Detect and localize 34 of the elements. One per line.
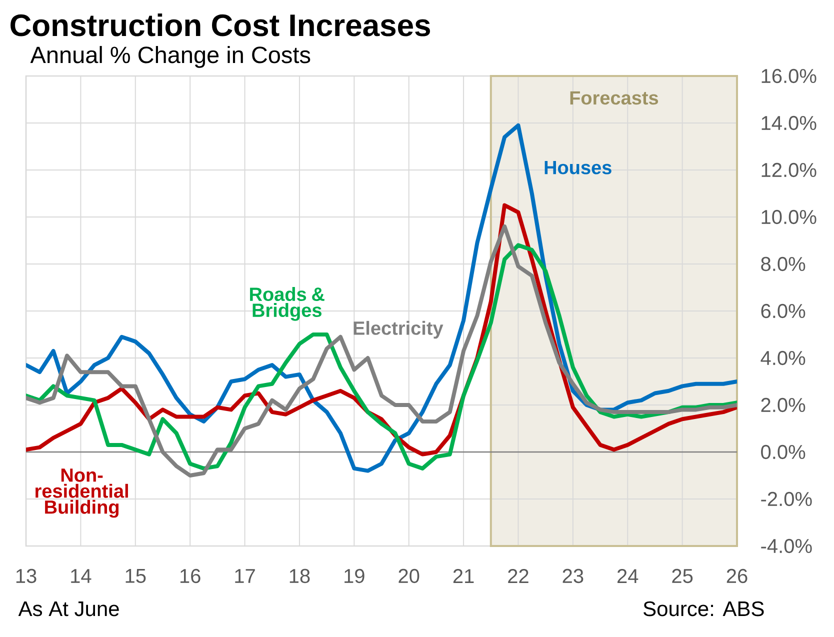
- x-tick-label: 22: [508, 569, 528, 583]
- series-label: Electricity: [354, 320, 444, 339]
- band-label: Forecasts: [570, 91, 658, 105]
- text: As At June: [18, 602, 119, 616]
- series-label: Roads & Bridges: [250, 287, 324, 321]
- x-tick-label: 26: [726, 568, 748, 584]
- series-label: Houses: [544, 161, 612, 174]
- source-note: Source: ABS: [644, 601, 764, 616]
- y-tick-label: 10.0%: [762, 210, 816, 224]
- y-tick-label: 4.0%: [760, 350, 806, 366]
- x-tick-label: 20: [398, 568, 420, 584]
- y-tick-label: 14.0%: [762, 116, 816, 130]
- x-tick-label: 19: [344, 568, 364, 584]
- x-tick-label: 16: [180, 568, 200, 584]
- chart-subtitle: Annual % Change in Costs: [30, 46, 310, 68]
- y-tick-label: -4.0%: [761, 538, 812, 554]
- x-tick-label: 15: [126, 569, 146, 583]
- y-tick-label: 0.0%: [761, 444, 806, 460]
- x-tick-label: 24: [618, 569, 638, 583]
- x-tick-label: 14: [71, 569, 92, 583]
- series-label: Non-residential Building: [36, 468, 128, 518]
- y-tick-label: 16.0%: [762, 68, 816, 84]
- x-tick-label: 21: [453, 569, 474, 583]
- x-tick-label: 17: [235, 569, 255, 583]
- y-tick-label: 12.0%: [762, 162, 816, 178]
- y-tick-label: 2.0%: [761, 398, 806, 412]
- y-tick-label: -2.0%: [761, 492, 812, 506]
- x-tick-label: 25: [672, 568, 693, 584]
- chart-title: Construction Cost Increases: [10, 14, 430, 36]
- x-tick-label: 13: [16, 568, 36, 584]
- x-tick-label: 18: [290, 568, 310, 584]
- y-tick-label: 6.0%: [761, 304, 806, 318]
- x-tick-label: 23: [562, 568, 584, 584]
- y-tick-label: 8.0%: [761, 256, 806, 272]
